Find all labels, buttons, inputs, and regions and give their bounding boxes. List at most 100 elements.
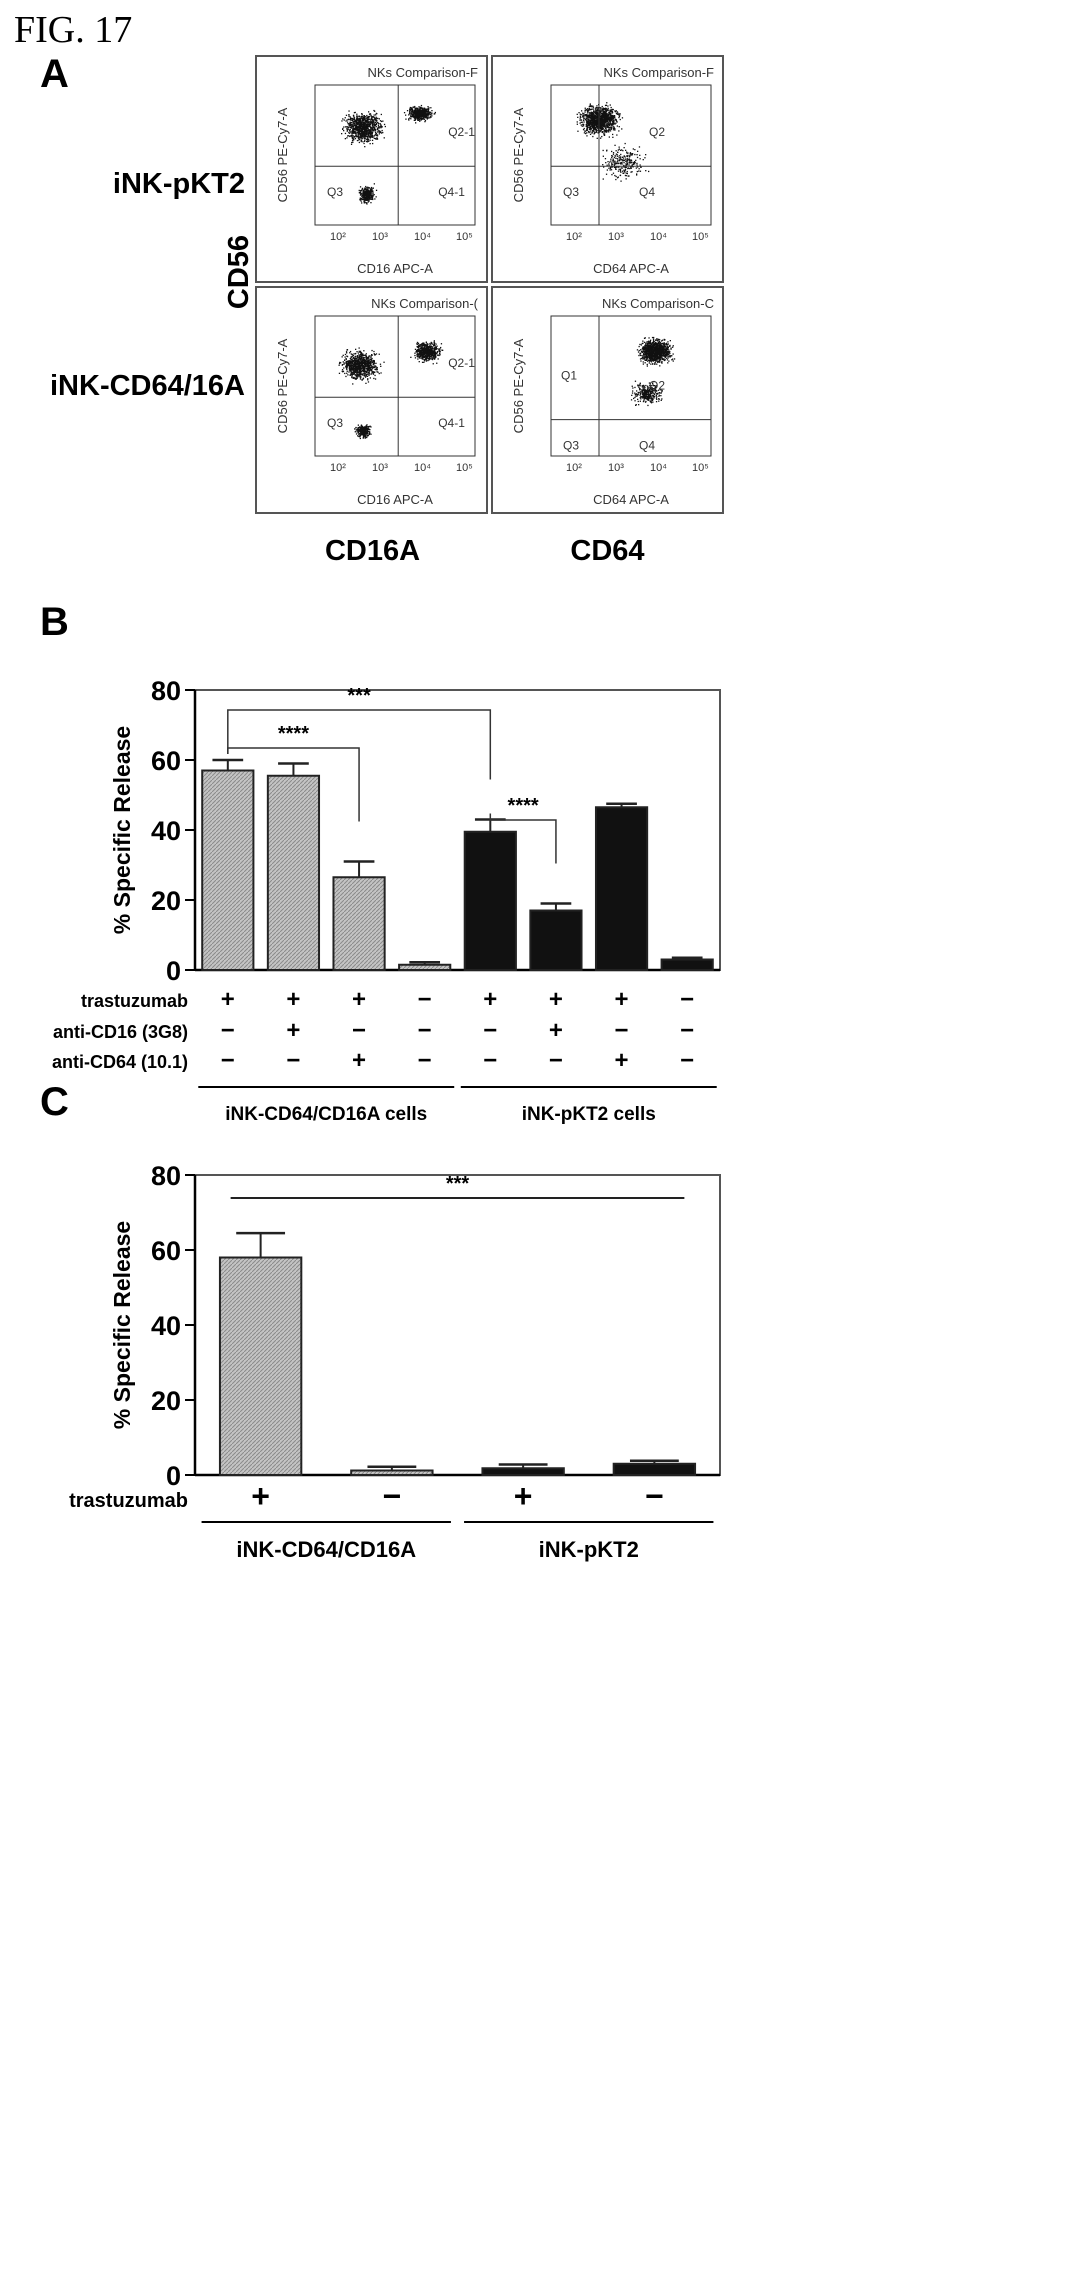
figure-title: FIG. 17: [14, 9, 133, 51]
condition-sign: +: [549, 986, 563, 1013]
quadrant-label: Q2: [649, 125, 665, 139]
x-tick-label: 10³: [608, 231, 624, 243]
quadrant-label: Q4: [639, 439, 655, 453]
bar: [463, 830, 517, 971]
x-tick-label: 10⁴: [414, 231, 431, 243]
flow-plot-title: NKs Comparison-C: [602, 296, 714, 311]
group-label: iNK-pKT2 cells: [522, 1104, 656, 1125]
x-tick-label: 10⁴: [414, 462, 431, 474]
y-tick-label: 80: [151, 1161, 181, 1191]
flow-plot-title: NKs Comparison-F: [603, 65, 714, 80]
condition-sign: −: [418, 1047, 432, 1074]
chart-frame: [194, 689, 721, 971]
flow-x-label: CD16 APC-A: [357, 261, 433, 276]
x-tick-label: 10²: [566, 231, 582, 243]
group-label: iNK-pKT2: [539, 1537, 639, 1562]
y-tick-label: 80: [151, 676, 181, 706]
flow-y-label: CD56 PE-Cy7-A: [275, 338, 290, 433]
x-tick-label: 10⁵: [456, 462, 473, 474]
condition-sign: +: [221, 986, 235, 1013]
panel-a-letter: A: [40, 52, 69, 96]
y-axis-label: % Specific Release: [109, 1221, 135, 1429]
flow-plot-title: NKs Comparison-F: [367, 65, 478, 80]
col-label-cd16a: CD16A: [324, 535, 421, 567]
condition-sign: +: [251, 1478, 270, 1514]
y-tick-label: 40: [151, 816, 181, 846]
flow-plot: NKs Comparison-F Q2-1 Q3 Q4-1 10² 10³ 10⁴ 10⁵ CD…: [255, 55, 488, 283]
flow-dots: [338, 340, 444, 440]
quadrant-label: Q4-1: [438, 185, 465, 199]
significance-bracket: [227, 747, 360, 822]
condition-sign: −: [615, 1017, 629, 1044]
y-tick-label: 0: [166, 956, 181, 986]
bar: [398, 963, 452, 971]
condition-sign: +: [286, 986, 300, 1013]
group-label: iNK-CD64/CD16A: [236, 1537, 416, 1562]
bar: [612, 1462, 697, 1476]
condition-sign: +: [615, 1047, 629, 1074]
x-tick-label: 10²: [330, 231, 346, 243]
condition-sign: −: [221, 1047, 235, 1074]
y-tick-label: 60: [151, 1236, 181, 1266]
flow-plot-area: [314, 84, 476, 226]
y-tick-label: 20: [151, 886, 181, 916]
flow-x-label: CD64 APC-A: [593, 261, 669, 276]
quadrant-label: Q4: [639, 185, 655, 199]
row-label-pkt2: iNK-pKT2: [112, 168, 245, 200]
condition-sign: −: [680, 986, 694, 1013]
condition-sign: +: [549, 1017, 563, 1044]
quadrant-label: Q3: [563, 185, 579, 199]
significance-label: ****: [508, 795, 539, 817]
panel-b-letter: B: [40, 600, 69, 644]
x-tick-label: 10⁵: [456, 231, 473, 243]
bar: [332, 876, 386, 971]
significance-bracket: [227, 709, 492, 780]
y-tick-label: 40: [151, 1311, 181, 1341]
quadrant-label: Q4-1: [438, 416, 465, 430]
flow-x-label: CD16 APC-A: [357, 492, 433, 507]
y-axis-label: % Specific Release: [109, 726, 135, 934]
significance-label: ***: [446, 1173, 470, 1195]
condition-label: trastuzumab: [69, 1490, 188, 1512]
condition-label: anti-CD64 (10.1): [52, 1052, 188, 1072]
bar: [529, 909, 583, 971]
y-tick-label: 20: [151, 1386, 181, 1416]
condition-sign: −: [549, 1047, 563, 1074]
quadrant-label: Q2-1: [448, 125, 475, 139]
condition-sign: −: [483, 1017, 497, 1044]
x-tick-label: 10⁴: [650, 462, 667, 474]
condition-sign: +: [352, 1047, 366, 1074]
y-tick-label: 0: [166, 1461, 181, 1491]
row-label-cd64-16a: iNK-CD64/16A: [50, 370, 245, 402]
flow-dots: [341, 104, 436, 205]
bar: [350, 1469, 434, 1476]
condition-label: trastuzumab: [81, 991, 188, 1011]
cd56-axis-label: CD56: [223, 234, 255, 310]
condition-sign: −: [286, 1047, 300, 1074]
x-tick-label: 10²: [330, 462, 346, 474]
bar: [594, 806, 649, 971]
x-tick-label: 10²: [566, 462, 582, 474]
x-tick-label: 10³: [608, 462, 624, 474]
quadrant-label: Q3: [327, 185, 343, 199]
x-tick-label: 10⁴: [650, 231, 667, 243]
bar: [481, 1467, 565, 1476]
condition-sign: −: [352, 1017, 366, 1044]
quadrant-label: Q1: [561, 369, 577, 383]
significance-bracket: [489, 813, 557, 864]
significance-label: ****: [278, 723, 309, 745]
condition-sign: −: [680, 1047, 694, 1074]
y-tick-label: 60: [151, 746, 181, 776]
condition-sign: −: [418, 986, 432, 1013]
bar: [218, 1256, 303, 1476]
flow-y-label: CD56 PE-Cy7-A: [511, 107, 526, 202]
x-tick-label: 10³: [372, 231, 388, 243]
quadrant-label: Q3: [563, 439, 579, 453]
flow-plot-area: [314, 315, 476, 457]
flow-plot-area: [550, 315, 712, 457]
flow-plot-title: NKs Comparison-(: [371, 296, 479, 311]
condition-label: anti-CD16 (3G8): [53, 1022, 188, 1042]
chart-frame: [194, 1174, 721, 1476]
condition-sign: +: [514, 1478, 533, 1514]
flow-plot: NKs Comparison-(Q2-1 Q3 Q4-1 10² 10³ 10⁴ 10⁵ CD…: [255, 286, 488, 514]
